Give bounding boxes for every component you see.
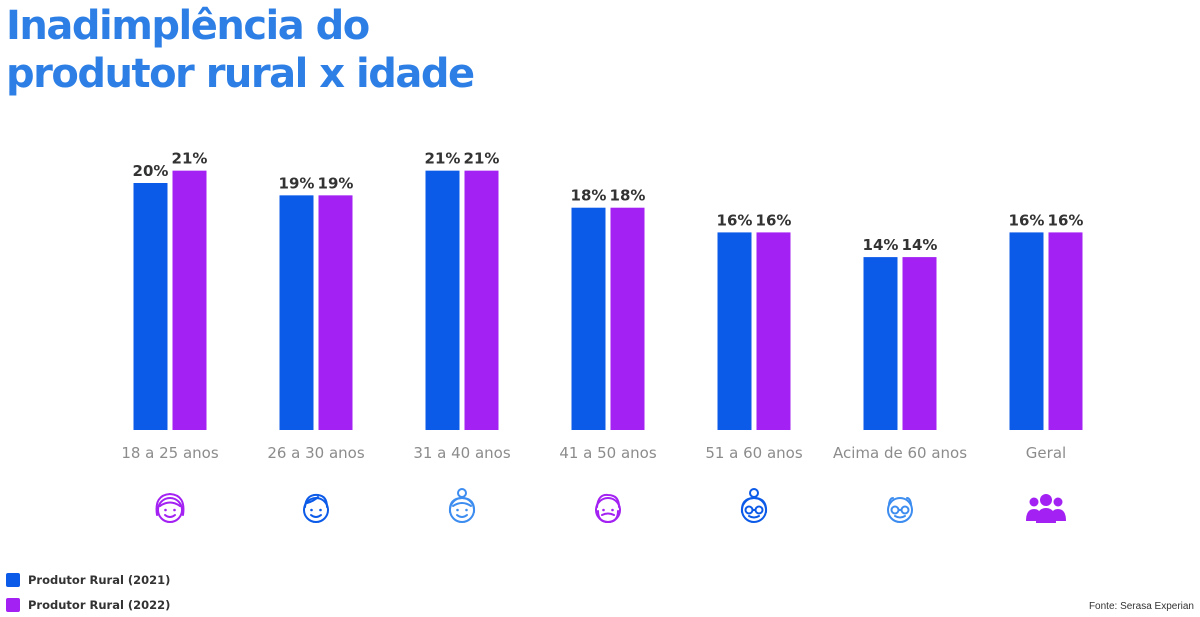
bar-2021-5 bbox=[863, 257, 898, 430]
bar-2022-3 bbox=[610, 207, 645, 430]
young-man-icon bbox=[294, 485, 338, 529]
bar-2021-0 bbox=[133, 183, 168, 430]
value-label-2022-6: 16% bbox=[1048, 211, 1084, 229]
chart-title-line-1: Inadimplência do bbox=[6, 3, 370, 49]
value-label-2022-3: 18% bbox=[610, 187, 646, 205]
legend-item-2021: Produtor Rural (2021) bbox=[6, 573, 170, 587]
category-label-4: 51 a 60 anos bbox=[705, 444, 803, 462]
bar-2021-2 bbox=[425, 170, 460, 430]
value-label-2021-3: 18% bbox=[571, 187, 607, 205]
value-label-2022-4: 16% bbox=[756, 211, 792, 229]
legend-swatch-2021 bbox=[6, 573, 20, 587]
category-label-2: 31 a 40 anos bbox=[413, 444, 511, 462]
value-label-2022-0: 21% bbox=[172, 150, 208, 168]
value-label-2021-6: 16% bbox=[1009, 211, 1045, 229]
bearded-man-icon bbox=[586, 485, 630, 529]
grandfather-icon bbox=[878, 485, 922, 529]
source-note: Fonte: Serasa Experian bbox=[1088, 601, 1194, 612]
bar-2022-4 bbox=[756, 232, 791, 430]
category-label-1: 26 a 30 anos bbox=[267, 444, 365, 462]
value-label-2022-5: 14% bbox=[902, 236, 938, 254]
category-label-6: Geral bbox=[1026, 444, 1066, 462]
legend-label-2021: Produtor Rural (2021) bbox=[28, 573, 171, 587]
bar-2021-1 bbox=[279, 195, 314, 430]
value-label-2022-1: 19% bbox=[318, 174, 354, 192]
value-label-2021-1: 19% bbox=[279, 174, 315, 192]
chart-title: Inadimplência do produtor rural x idade bbox=[6, 2, 475, 98]
legend-label-2022: Produtor Rural (2022) bbox=[28, 598, 171, 612]
category-label-3: 41 a 50 anos bbox=[559, 444, 657, 462]
young-woman-icon bbox=[148, 485, 192, 529]
bar-2022-0 bbox=[172, 170, 207, 430]
bar-2022-6 bbox=[1048, 232, 1083, 430]
bar-2022-1 bbox=[318, 195, 353, 430]
category-label-0: 18 a 25 anos bbox=[121, 444, 219, 462]
bar-2022-5 bbox=[902, 257, 937, 430]
value-label-2021-0: 20% bbox=[133, 162, 169, 180]
legend-swatch-2022 bbox=[6, 598, 20, 612]
value-label-2021-5: 14% bbox=[863, 236, 899, 254]
bar-2022-2 bbox=[464, 170, 499, 430]
value-label-2021-2: 21% bbox=[425, 150, 461, 168]
category-label-5: Acima de 60 anos bbox=[833, 444, 967, 462]
grandmother-icon bbox=[732, 485, 776, 529]
value-label-2021-4: 16% bbox=[717, 211, 753, 229]
bar-2021-3 bbox=[571, 207, 606, 430]
bar-2021-4 bbox=[717, 232, 752, 430]
woman-with-bun-icon bbox=[440, 485, 484, 529]
bar-2021-6 bbox=[1009, 232, 1044, 430]
chart-title-line-2: produtor rural x idade bbox=[6, 51, 475, 97]
value-label-2022-2: 21% bbox=[464, 150, 500, 168]
legend-item-2022: Produtor Rural (2022) bbox=[6, 598, 170, 612]
group-icon bbox=[1024, 485, 1068, 529]
